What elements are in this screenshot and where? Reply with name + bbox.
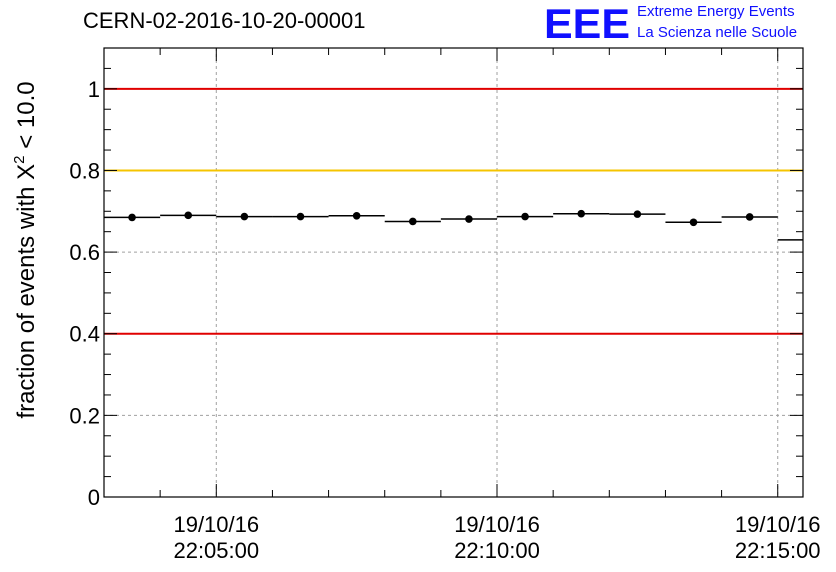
y-tick-label: 0 — [88, 485, 100, 510]
data-point — [577, 209, 586, 218]
plot-frame — [103, 47, 804, 498]
x-tick-label-date: 19/10/16 — [735, 512, 821, 537]
data-point — [296, 212, 305, 221]
y-tick-label: 0.2 — [69, 403, 100, 428]
x-tick-label-time: 22:05:00 — [173, 538, 259, 563]
x-tick-label-date: 19/10/16 — [454, 512, 540, 537]
y-tick-label: 0.8 — [69, 158, 100, 183]
data-point — [745, 213, 754, 221]
data-point — [352, 211, 361, 220]
data-point — [633, 210, 642, 218]
y-tick-label: 1 — [88, 77, 100, 102]
axis-tick-labels: 00.20.40.60.8119/10/1622:05:0019/10/1622… — [69, 77, 820, 563]
x-tick-label-date: 19/10/16 — [173, 512, 259, 537]
data-point — [240, 212, 249, 221]
data-series — [104, 209, 803, 241]
data-point — [128, 213, 136, 222]
eee-logo: EEE Extreme Energy Events La Scienza nel… — [542, 0, 836, 46]
data-point — [465, 215, 473, 223]
data-point — [408, 217, 417, 226]
axis-ticks — [103, 47, 803, 498]
data-point — [689, 218, 698, 227]
y-axis-label: fraction of events with X2 < 10.0 — [11, 81, 40, 418]
y-tick-label: 0.6 — [69, 240, 100, 265]
eee-logo-mark: EEE — [544, 0, 630, 46]
grid-layer — [104, 48, 803, 497]
logo-subtitle-2: La Scienza nelle Scuole — [637, 24, 798, 41]
eee-logo-text: EEE — [544, 0, 630, 46]
logo-subtitle-1: Extreme Energy Events — [637, 3, 795, 20]
data-point — [184, 211, 193, 220]
y-tick-label: 0.4 — [69, 322, 100, 347]
data-point — [521, 212, 529, 221]
run-title: CERN-02-2016-10-20-00001 — [83, 8, 366, 33]
x-tick-label-time: 22:15:00 — [735, 538, 821, 563]
reference-lines — [104, 87, 803, 335]
x-tick-label-time: 22:10:00 — [454, 538, 540, 563]
